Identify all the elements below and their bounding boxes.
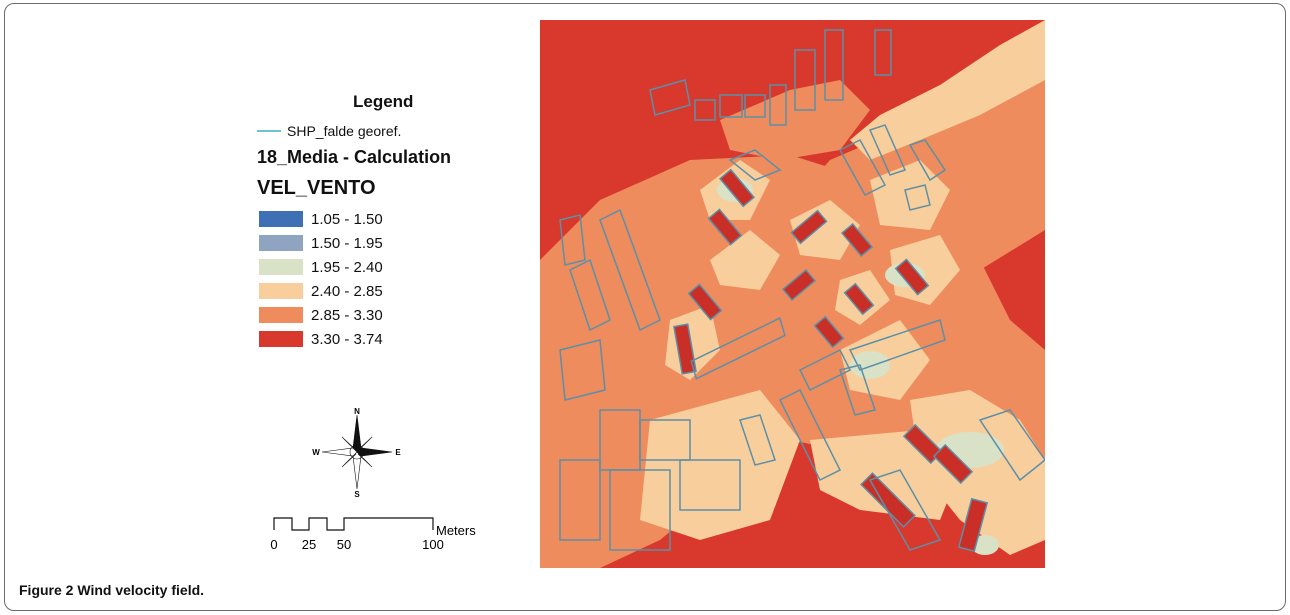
legend-classes: 1.05 - 1.50 1.50 - 1.95 1.95 - 2.40 2.40… (259, 207, 383, 351)
compass-w: W (312, 448, 320, 457)
compass-n: N (354, 407, 360, 416)
legend-class: 2.40 - 2.85 (259, 279, 383, 303)
legend-class: 1.50 - 1.95 (259, 231, 383, 255)
legend-line-entry: SHP_falde georef. (257, 122, 401, 140)
wind-velocity-map (540, 20, 1045, 568)
field-name: VEL_VENTO (257, 177, 376, 199)
legend-class: 1.05 - 1.50 (259, 207, 383, 231)
line-layer-label: SHP_falde georef. (287, 123, 402, 139)
class-label: 3.30 - 3.74 (311, 330, 383, 348)
compass-s: S (354, 490, 360, 497)
line-symbol (257, 130, 281, 132)
legend-class: 3.30 - 3.74 (259, 327, 383, 351)
class-label: 2.40 - 2.85 (311, 282, 383, 300)
scale-tick: 25 (302, 537, 316, 552)
scale-tick: 100 (422, 537, 444, 552)
compass-e: E (395, 448, 401, 457)
building-outlines (559, 29, 1045, 551)
scale-bar: 0 25 50 100 Meters (270, 517, 476, 552)
class-swatch (259, 331, 303, 347)
class-label: 2.85 - 3.30 (311, 306, 383, 324)
caption-label: Figure 2 (19, 582, 74, 598)
scale-tick: 50 (337, 537, 351, 552)
legend-class: 1.95 - 2.40 (259, 255, 383, 279)
caption-text: Wind velocity field. (77, 582, 205, 598)
class-swatch (259, 211, 303, 227)
class-swatch (259, 235, 303, 251)
class-swatch (259, 259, 303, 275)
scale-unit: Meters (436, 523, 476, 538)
class-label: 1.95 - 2.40 (311, 258, 383, 276)
figure-caption: Figure 2 Wind velocity field. (19, 582, 204, 598)
class-swatch (259, 283, 303, 299)
north-arrow-icon: N S W E (312, 407, 401, 497)
legend-title: Legend (353, 92, 414, 111)
class-label: 1.50 - 1.95 (311, 234, 383, 252)
layer-name: 18_Media - Calculation (257, 147, 452, 167)
scale-tick: 0 (270, 537, 277, 552)
class-label: 1.05 - 1.50 (311, 210, 383, 228)
class-swatch (259, 307, 303, 323)
legend-class: 2.85 - 3.30 (259, 303, 383, 327)
